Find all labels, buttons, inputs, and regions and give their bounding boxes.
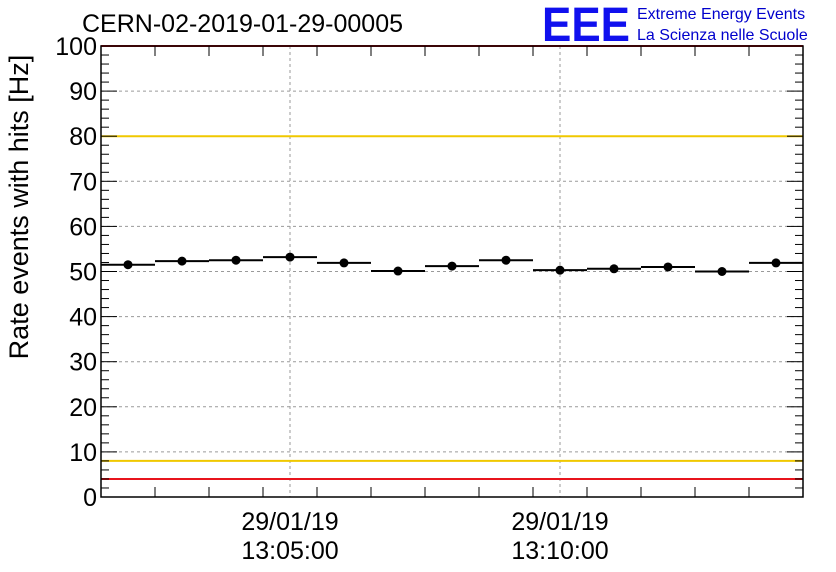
data-point (609, 264, 619, 274)
x-tick-label-time: 13:05:00 (241, 537, 338, 565)
data-point (501, 255, 511, 265)
logo-line-1: Extreme Energy Events (637, 6, 805, 23)
y-tick-label: 90 (69, 78, 97, 106)
y-tick-label: 0 (83, 484, 97, 512)
data-point (663, 262, 673, 272)
data-point (555, 265, 565, 275)
y-axis-label: Rate events with hits [Hz] (4, 55, 34, 360)
axis-ticks (101, 45, 803, 498)
data-point (339, 258, 349, 268)
chart-title: CERN-02-2019-01-29-00005 (82, 10, 403, 38)
y-tick-label: 70 (69, 168, 97, 196)
data-point (177, 256, 187, 266)
y-tick-label: 50 (69, 259, 97, 287)
eee-logo: EEE Extreme Energy Events La Scienza nel… (542, 0, 808, 52)
logo-line-2: La Scienza nelle Scuole (637, 27, 808, 44)
x-tick-label-date: 29/01/19 (511, 508, 608, 536)
data-point (285, 252, 295, 262)
data-point (393, 266, 403, 276)
x-tick-label-time: 13:10:00 (511, 537, 608, 565)
data-point (123, 260, 133, 270)
data-point (447, 261, 457, 271)
data-point (771, 258, 781, 268)
y-tick-label: 30 (69, 349, 97, 377)
logo-letters: EEE (542, 0, 630, 52)
grid-lines (101, 46, 803, 497)
y-tick-label: 80 (69, 123, 97, 151)
y-tick-labels: 0 10 20 30 40 50 60 70 80 90 100 (55, 33, 97, 512)
y-tick-label: 100 (55, 33, 97, 61)
data-point (231, 255, 241, 265)
y-tick-label: 20 (69, 394, 97, 422)
y-tick-label: 10 (69, 439, 97, 467)
y-tick-label: 60 (69, 213, 97, 241)
data-point (717, 267, 727, 276)
x-tick-label-date: 29/01/19 (241, 508, 338, 536)
y-tick-label: 40 (69, 304, 97, 332)
data-points (101, 252, 803, 276)
